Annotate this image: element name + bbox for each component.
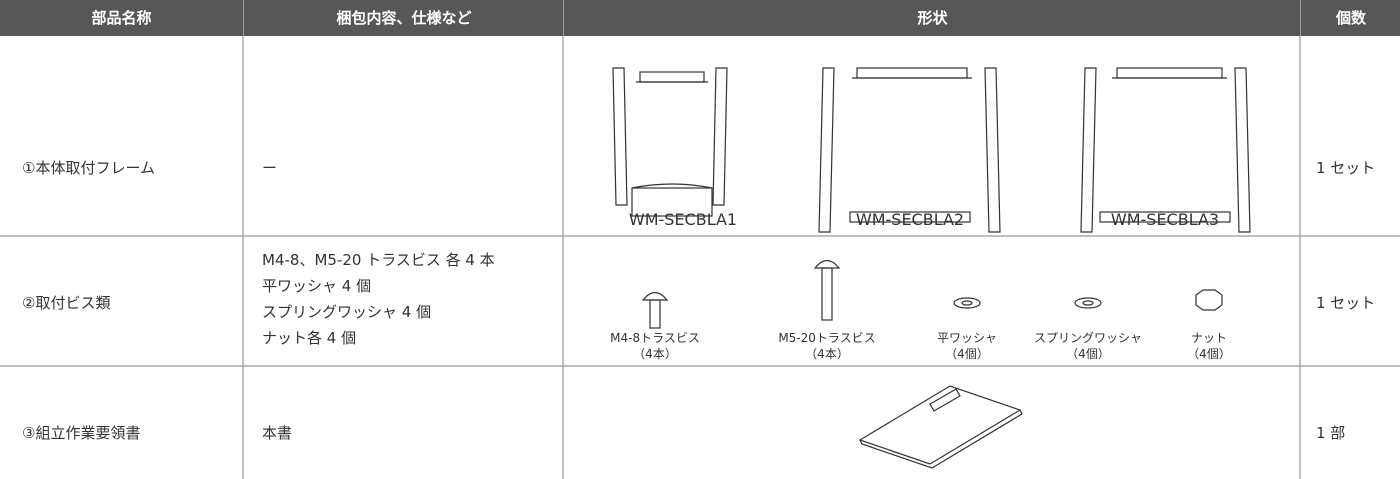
part-name: ①本体取付フレーム <box>22 159 155 177</box>
shape-count: （4個） <box>1187 347 1231 361</box>
booklet <box>858 385 1023 469</box>
shape-label: WM-SECBLA1 <box>628 210 738 229</box>
spec-line: 平ワッシャ 4 個 <box>262 277 372 295</box>
shape-label: WM-SECBLA2 <box>855 210 965 229</box>
spec-line: ー <box>262 159 278 177</box>
screws <box>641 259 1223 329</box>
shape-label: スプリングワッシャ <box>1033 331 1143 345</box>
quantity: 1 セット <box>1316 159 1376 177</box>
spec-line: スプリングワッシャ 4 個 <box>262 303 432 321</box>
frame-set-2 <box>818 67 1001 233</box>
frame-set-3 <box>1080 67 1251 233</box>
shape-count: （4個） <box>945 347 989 361</box>
frame-set-1 <box>612 67 728 217</box>
shape-count: （4本） <box>633 347 677 361</box>
quantity: 1 部 <box>1316 424 1346 442</box>
header-cell: 個数 <box>1300 0 1400 36</box>
shape-label: M4-8トラスビス <box>610 331 700 345</box>
shape-count: （4個） <box>1066 347 1110 361</box>
header-cell: 梱包内容、仕様など <box>243 0 564 36</box>
spec-line: ナット各 4 個 <box>262 329 357 347</box>
header-cell: 形状 <box>563 0 1301 36</box>
shape-count: （4本） <box>805 347 849 361</box>
part-name: ②取付ビス類 <box>22 294 111 312</box>
header-cell: 部品名称 <box>0 0 243 36</box>
shape-label: WM-SECBLA3 <box>1110 210 1220 229</box>
spec-line: 本書 <box>262 424 293 442</box>
quantity: 1 セット <box>1316 294 1376 312</box>
grid-lines <box>0 36 1400 479</box>
shape-label: ナット <box>1190 331 1228 345</box>
shape-label: M5-20トラスビス <box>778 331 876 345</box>
part-name: ③組立作業要領書 <box>22 424 141 442</box>
shape-label: 平ワッシャ <box>936 331 998 345</box>
spec-line: M4-8、M5-20 トラスビス 各 4 本 <box>262 251 495 269</box>
